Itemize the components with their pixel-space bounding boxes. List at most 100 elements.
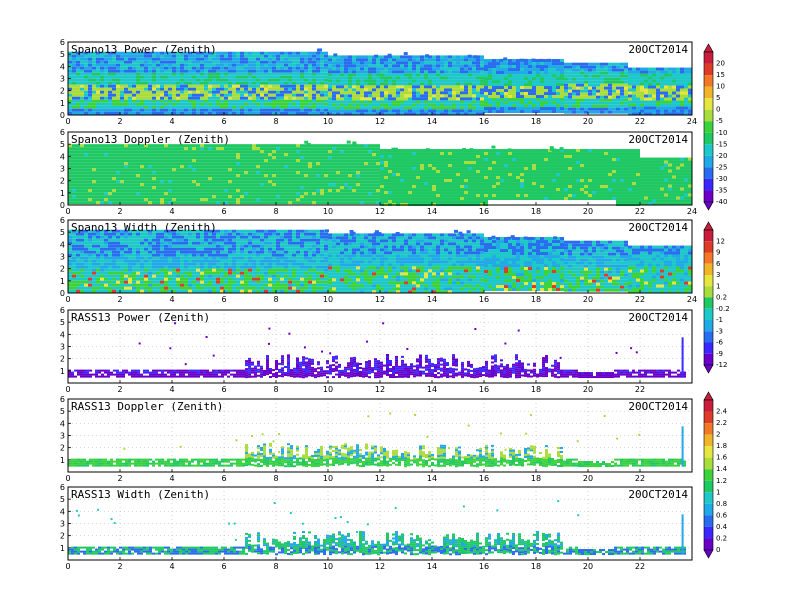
heatmap-cell (404, 164, 408, 168)
heatmap-cell (256, 78, 260, 82)
heatmap-cell (408, 176, 412, 180)
heatmap-cell (188, 60, 192, 64)
heatmap-cell (224, 186, 228, 190)
heatmap-cell (244, 93, 248, 97)
heatmap-cell (296, 72, 300, 76)
heatmap-cell (404, 76, 408, 80)
heatmap-cell (136, 162, 140, 166)
heatmap-cell (152, 57, 156, 61)
heatmap-cell (144, 105, 148, 109)
heatmap-cell (546, 59, 551, 63)
heatmap-cell (412, 188, 416, 192)
heatmap-cell (220, 156, 224, 160)
heatmap-cell (632, 103, 636, 107)
heatmap-cell (172, 159, 176, 163)
heatmap-cell (72, 156, 76, 160)
heatmap-cell (112, 99, 116, 103)
heatmap-cell (632, 88, 636, 92)
heatmap-cell (100, 153, 104, 157)
heatmap-cell (580, 80, 584, 84)
heatmap-cell (248, 159, 252, 163)
heatmap-cell (536, 80, 540, 84)
heatmap-cell (296, 66, 300, 70)
heatmap-cell (156, 174, 160, 178)
heatmap-cell (316, 99, 320, 103)
heatmap-cell (308, 171, 312, 175)
heatmap-cell (148, 168, 152, 172)
heatmap-cell (624, 71, 628, 75)
heatmap-cell (172, 72, 176, 76)
heatmap-cell (612, 83, 616, 87)
heatmap-cell (296, 51, 300, 55)
heatmap-cell (132, 93, 136, 97)
heatmap-cell (332, 64, 336, 68)
heatmap-cell (500, 89, 504, 93)
heatmap-cell (476, 106, 480, 110)
heatmap-cell (136, 96, 140, 100)
heatmap-cell (304, 108, 308, 112)
heatmap-cell (124, 177, 128, 181)
heatmap-cell (508, 98, 512, 102)
heatmap-cell (448, 182, 452, 186)
heatmap-cell (176, 63, 180, 67)
heatmap-cell (188, 111, 192, 115)
heatmap-cell (108, 153, 112, 157)
heatmap-cell (488, 77, 492, 81)
heatmap-cell (104, 147, 108, 151)
heatmap-cell (356, 189, 360, 193)
heatmap-cell (332, 162, 336, 166)
heatmap-cell (420, 164, 424, 168)
heatmap-cell (160, 87, 164, 91)
heatmap-cell (148, 75, 152, 79)
heatmap-cell (556, 104, 560, 108)
heatmap-cell (132, 150, 136, 154)
heatmap-cell (96, 183, 100, 187)
heatmap-cell (300, 81, 304, 85)
heatmap-cell (160, 174, 164, 178)
heatmap-cell (688, 112, 692, 116)
heatmap-cell (76, 81, 80, 85)
heatmap-cell (448, 76, 452, 80)
heatmap-cell (116, 105, 120, 109)
heatmap-cell (324, 111, 328, 115)
heatmap-cell (176, 153, 180, 157)
heatmap-cell (196, 111, 200, 115)
heatmap-cell (108, 198, 112, 202)
heatmap-cell (276, 87, 280, 91)
heatmap-cell (536, 89, 540, 93)
heatmap-cell (524, 104, 528, 108)
heatmap-cell (248, 108, 252, 112)
heatmap-cell (100, 198, 104, 202)
heatmap-cell (588, 92, 592, 96)
heatmap-cell (176, 57, 180, 61)
heatmap-cell (108, 57, 112, 61)
heatmap-cell (360, 162, 364, 166)
heatmap-cell (204, 105, 208, 109)
heatmap-cell (452, 58, 456, 62)
heatmap-cell (112, 192, 116, 196)
heatmap-cell (404, 55, 408, 59)
heatmap-cell (484, 86, 488, 90)
heatmap-cell (448, 79, 452, 83)
heatmap-cell (468, 58, 472, 62)
heatmap-cell (328, 76, 332, 80)
heatmap-cell (336, 195, 340, 199)
heatmap-cell (304, 153, 308, 157)
heatmap-cell (320, 78, 324, 82)
heatmap-cell (300, 60, 304, 64)
heatmap-cell (648, 67, 652, 71)
heatmap-cell (240, 174, 244, 178)
heatmap-cell (236, 174, 240, 178)
heatmap-cell (216, 150, 220, 154)
heatmap-cell (596, 86, 600, 90)
heatmap-cell (372, 61, 376, 65)
heatmap-cell (428, 58, 432, 62)
heatmap-cell (88, 192, 92, 196)
heatmap-cell (420, 176, 424, 180)
heatmap-cell (488, 98, 492, 102)
heatmap-cell (128, 177, 132, 181)
heatmap-cell (668, 100, 672, 104)
heatmap-cell (392, 158, 396, 162)
heatmap-cell (152, 72, 156, 76)
heatmap-cell (156, 201, 160, 205)
